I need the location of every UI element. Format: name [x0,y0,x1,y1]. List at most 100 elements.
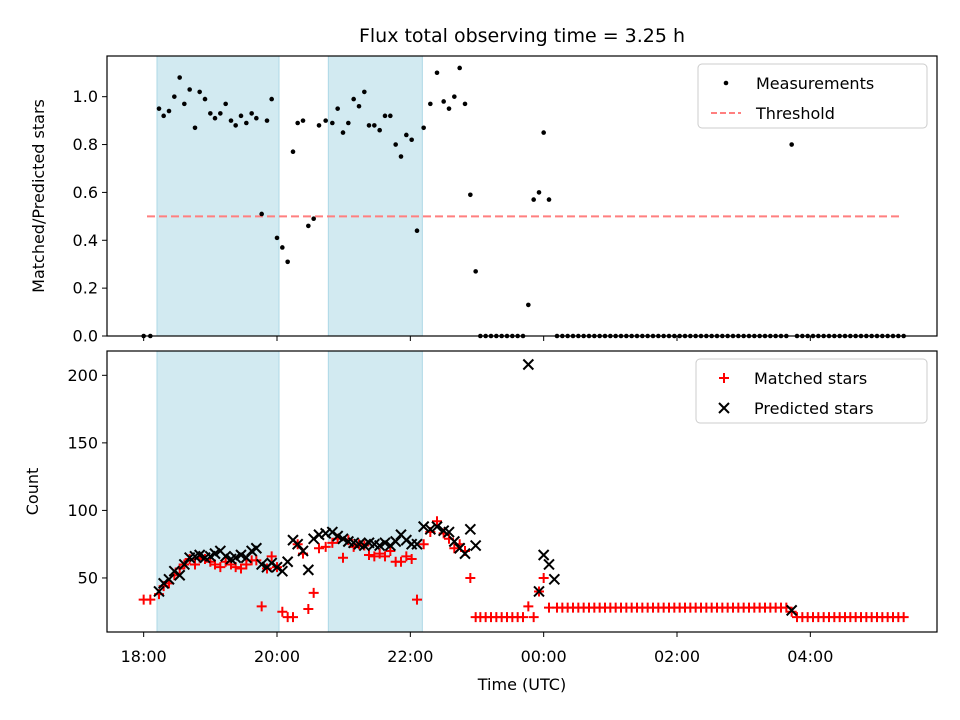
ratio-y-axis-label: Matched/Predicted stars [29,99,48,293]
ratio-dot-point-36 [335,106,340,111]
counts-plus-point-49 [401,551,412,562]
ratio-dot-point-29 [295,120,300,126]
counts-plus-point-57 [449,543,460,554]
ratio-dot-point-5 [172,94,177,99]
x-tick-label: 00:00 [521,647,567,666]
ratio-dot-point-2 [156,106,162,111]
ratio-dot-point-56 [446,106,452,111]
ratio-dot-point-72 [531,197,536,202]
x-axis-label: Time (UTC) [477,675,566,694]
counts-plus-point-32 [308,587,319,598]
counts-legend: Matched stars Predicted stars [695,358,928,424]
counts-y-tick-label: 150 [67,433,98,452]
ratio-dot-point-20 [249,111,254,116]
counts-y-tick-label: 50 [78,568,98,587]
ratio-dot-point-71 [526,302,531,308]
counts-plus-point-45 [380,551,390,562]
counts-x-point-25 [281,556,294,568]
ratio-dot-point-120 [789,142,794,147]
ratio-dot-point-48 [398,154,404,159]
counts-plus-point-24 [266,551,277,562]
ratio-y-tick-label: 0.4 [73,231,98,250]
ratio-dot-point-28 [290,149,296,155]
counts-plus-point-33 [314,543,324,554]
counts-x-point-59 [469,539,482,552]
counts-plus-point-9 [190,559,200,570]
ratio-dot-point-51 [414,228,420,234]
counts-plus-point-35 [327,537,338,548]
ratio-dot-point-59 [462,101,468,107]
counts-x-point-28 [297,545,309,557]
x-tick-label: 22:00 [387,647,433,666]
ratio-dot-point-24 [269,96,274,102]
counts-plus-point-74 [538,572,549,583]
counts-x-point-4 [173,569,186,581]
ratio-dot-point-12 [208,111,213,116]
ratio-dot-point-27 [285,259,290,265]
ratio-dot-point-39 [351,96,356,102]
ratio-dot-point-7 [182,101,187,107]
counts-plus-point-60 [465,572,476,583]
ratio-dot-point-75 [546,197,552,202]
ratio-dot-point-11 [202,96,208,102]
counts-plus-point-44 [374,548,385,559]
ratio-dot-point-22 [259,211,264,217]
ratio-dot-point-44 [377,127,382,133]
counts-plus-point-22 [256,601,267,612]
ratio-dot-point-17 [233,123,238,128]
counts-x-point-61 [533,585,545,598]
ratio-dot-point-40 [356,103,362,109]
legend-marker-x [718,402,730,414]
counts-axes-frame [106,350,938,633]
ratio-dot-point-6 [177,75,182,80]
counts-plus-point-42 [364,549,374,560]
ratio-dot-point-54 [434,70,440,76]
counts-plus-point-52 [418,539,429,550]
ratio-dot-point-10 [197,89,202,95]
ratio-dot-point-53 [428,101,433,107]
ratio-dot-point-21 [254,115,259,121]
legend-marker-plus [719,373,729,383]
counts-x-point-45 [389,535,402,548]
counts-plus-point-28 [288,612,298,623]
legend-entry-label: Matched stars [754,369,867,388]
counts-plus-point-54 [432,516,442,527]
counts-x-point-29 [302,564,315,576]
counts-x-point-63 [543,558,555,571]
legend-entry-label: Predicted stars [754,399,874,418]
ratio-dot-point-55 [441,99,446,104]
legend-marker-dot [723,80,729,86]
x-tick-label: 04:00 [787,647,833,666]
legend-entry-label: Threshold [755,104,835,123]
counts-x-point-0 [153,585,165,598]
ratio-dot-point-45 [382,113,388,119]
counts-plus-point-19 [241,559,252,570]
ratio-dot-point-13 [212,115,218,121]
ratio-dot-point-31 [306,223,311,229]
counts-plus-point-31 [303,604,314,615]
ratio-axes-frame [106,55,938,337]
ratio-dot-point-46 [388,113,393,119]
x-tick-label: 20:00 [254,647,300,666]
counts-plus-point-141 [898,612,909,623]
counts-plus-point-71 [523,601,534,612]
counts-x-point-50 [417,520,430,533]
x-tick-label: 18:00 [121,647,167,666]
counts-y-tick-label: 100 [67,501,98,520]
counts-plus-point-37 [338,552,348,563]
counts-x-point-60 [522,358,535,371]
counts-x-point-54 [443,526,455,538]
ratio-dot-point-73 [536,190,542,195]
ratio-dot-point-26 [280,245,285,250]
ratio-y-tick-label: 0.6 [73,183,98,202]
counts-y-tick-label: 200 [67,366,98,385]
observing-window-ratio-1 [327,55,423,337]
counts-plus-point-72 [528,612,539,623]
counts-y-axis-label: Count [23,468,42,516]
counts-plus-point-50 [406,554,417,565]
counts-x-point-5 [178,558,191,571]
counts-x-point-64 [548,573,561,586]
ratio-dot-point-47 [393,142,398,147]
legend-box [695,358,928,424]
